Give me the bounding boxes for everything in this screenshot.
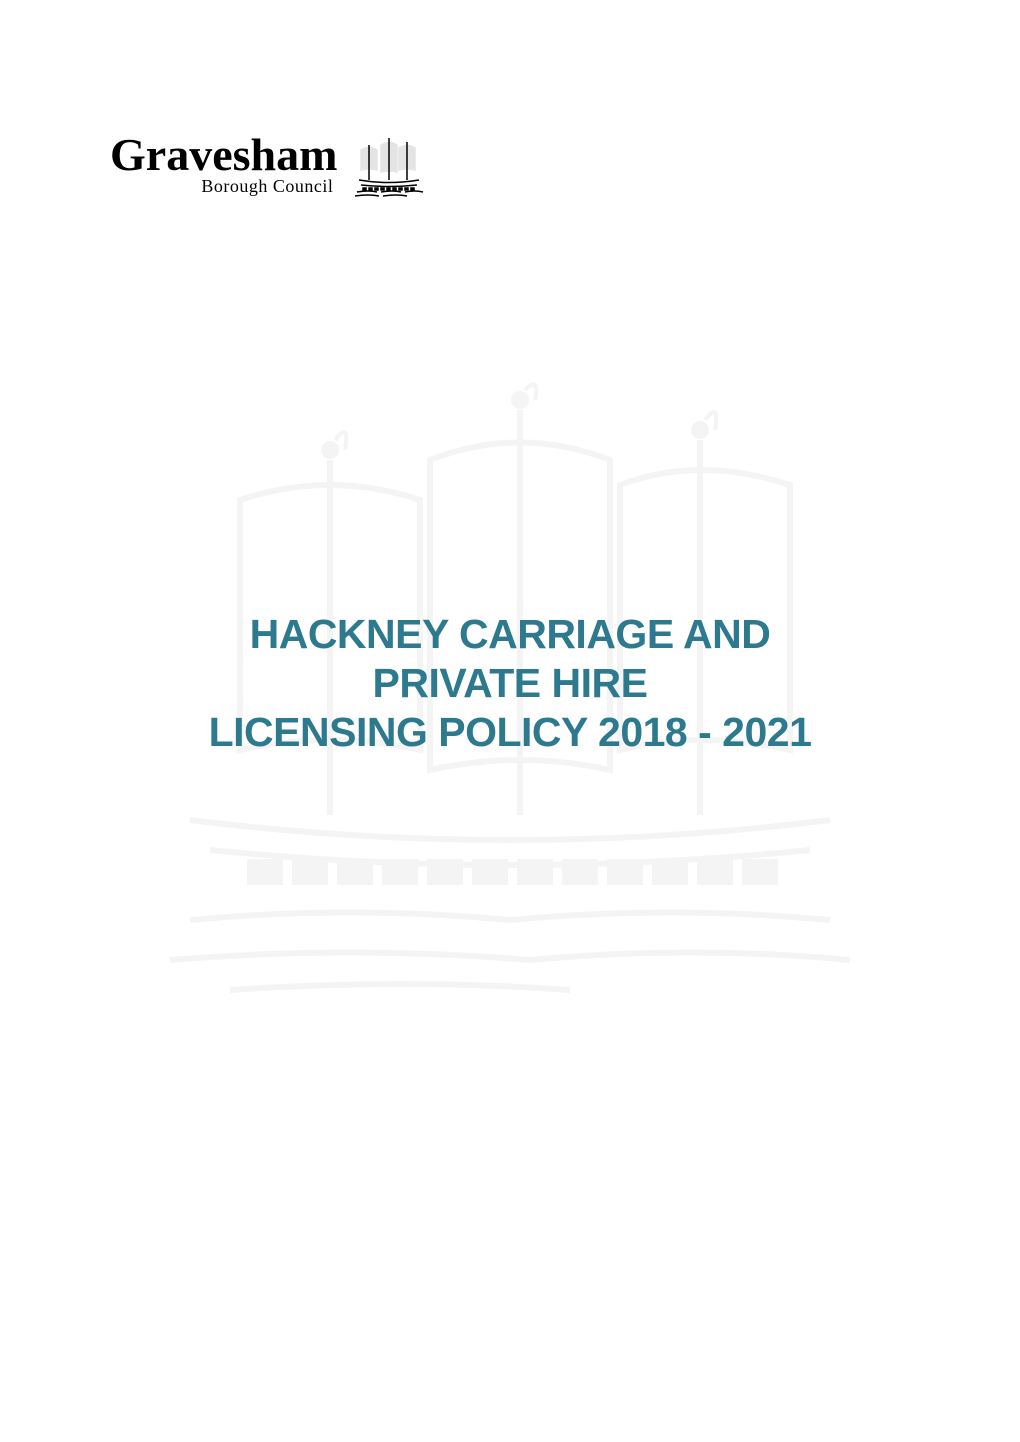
document-title: HACKNEY CARRIAGE AND PRIVATE HIRE LICENS… [0, 610, 1020, 758]
title-line-1: HACKNEY CARRIAGE AND [110, 610, 910, 659]
council-logo: Gravesham Borough Council [110, 130, 910, 200]
ship-logo-icon [349, 130, 429, 200]
title-line-2: PRIVATE HIRE [110, 659, 910, 708]
council-subtitle: Borough Council [110, 176, 333, 197]
title-line-3: LICENSING POLICY 2018 - 2021 [110, 708, 910, 757]
logo-text-block: Gravesham Borough Council [110, 133, 337, 198]
council-name: Gravesham [110, 133, 337, 177]
document-page: Gravesham Borough Council [0, 0, 1020, 1442]
